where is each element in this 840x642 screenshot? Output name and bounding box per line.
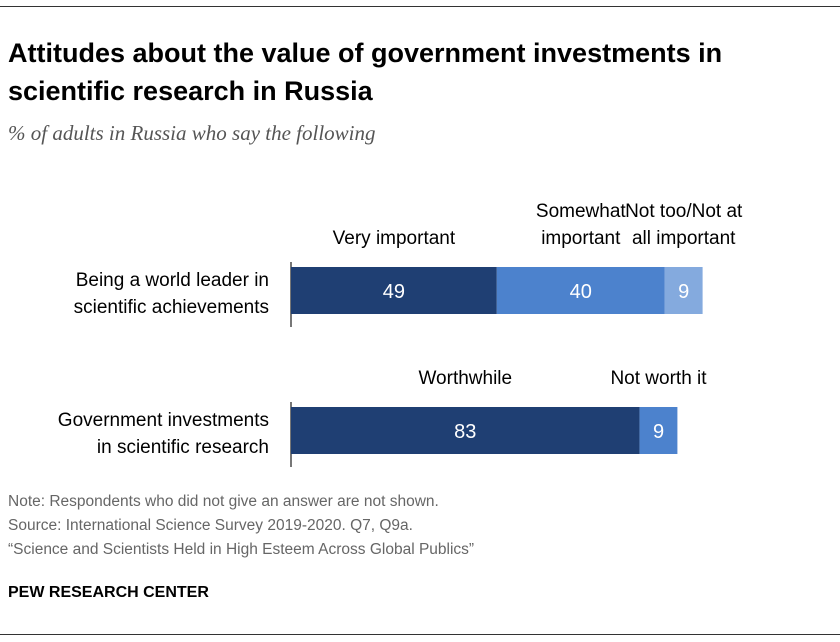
segment-legend-label: Worthwhile — [418, 368, 512, 389]
bottom-rule — [0, 634, 840, 635]
segment-legend-label: Very important — [333, 228, 456, 249]
top-rule — [0, 6, 840, 7]
segment-legend-label: Not worth it — [610, 368, 707, 389]
source-text: Source: International Science Survey 201… — [8, 517, 413, 534]
data-label: 40 — [570, 281, 592, 303]
chart-subtitle: % of adults in Russia who say the follow… — [8, 121, 376, 145]
row-label: Being a world leader in — [76, 270, 269, 291]
data-label: 9 — [653, 421, 664, 443]
segment-legend-label: Somewhat — [536, 201, 626, 222]
row-label: Government investments — [58, 410, 269, 431]
row-label: scientific achievements — [74, 297, 269, 318]
bar-segment — [291, 407, 640, 454]
bar-chart: Being a world leader in scientific achiev… — [58, 201, 743, 467]
data-label: 49 — [383, 281, 405, 303]
data-label: 9 — [678, 281, 689, 303]
note-text: Note: Respondents who did not give an an… — [8, 493, 439, 510]
pew-logo-text: PEW RESEARCH CENTER — [8, 584, 209, 601]
segment-legend-label: Not too/Not at — [625, 201, 743, 222]
segment-legend-label: important — [541, 228, 621, 249]
bar-segment — [291, 267, 497, 314]
bar-segment — [639, 407, 678, 454]
chart-title: Attitudes about the value of government … — [8, 38, 723, 106]
bar-segment — [496, 267, 665, 314]
data-label: 83 — [454, 421, 476, 443]
row-label: in scientific research — [97, 437, 269, 458]
bar-segment — [664, 267, 703, 314]
report-title-text: “Science and Scientists Held in High Est… — [8, 541, 475, 558]
segment-legend-label: all important — [632, 228, 736, 249]
